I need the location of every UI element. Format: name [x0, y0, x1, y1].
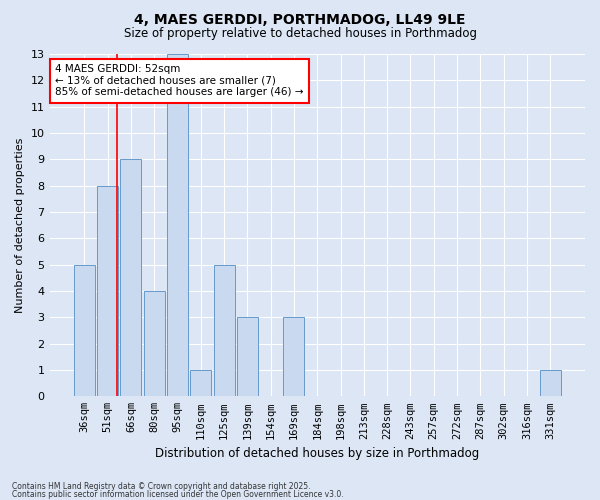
Bar	[97, 186, 118, 396]
Bar	[539, 370, 560, 396]
Text: Contains public sector information licensed under the Open Government Licence v3: Contains public sector information licen…	[12, 490, 344, 499]
Bar	[237, 318, 258, 396]
Y-axis label: Number of detached properties: Number of detached properties	[15, 138, 25, 313]
Bar	[144, 291, 165, 397]
Text: 4, MAES GERDDI, PORTHMADOG, LL49 9LE: 4, MAES GERDDI, PORTHMADOG, LL49 9LE	[134, 12, 466, 26]
Text: Contains HM Land Registry data © Crown copyright and database right 2025.: Contains HM Land Registry data © Crown c…	[12, 482, 311, 491]
Text: Size of property relative to detached houses in Porthmadog: Size of property relative to detached ho…	[124, 28, 476, 40]
Bar	[74, 264, 95, 396]
Bar	[214, 264, 235, 396]
Bar	[190, 370, 211, 396]
Text: 4 MAES GERDDI: 52sqm
← 13% of detached houses are smaller (7)
85% of semi-detach: 4 MAES GERDDI: 52sqm ← 13% of detached h…	[55, 64, 304, 98]
Bar	[121, 160, 142, 396]
X-axis label: Distribution of detached houses by size in Porthmadog: Distribution of detached houses by size …	[155, 447, 479, 460]
Bar	[167, 54, 188, 396]
Bar	[283, 318, 304, 396]
